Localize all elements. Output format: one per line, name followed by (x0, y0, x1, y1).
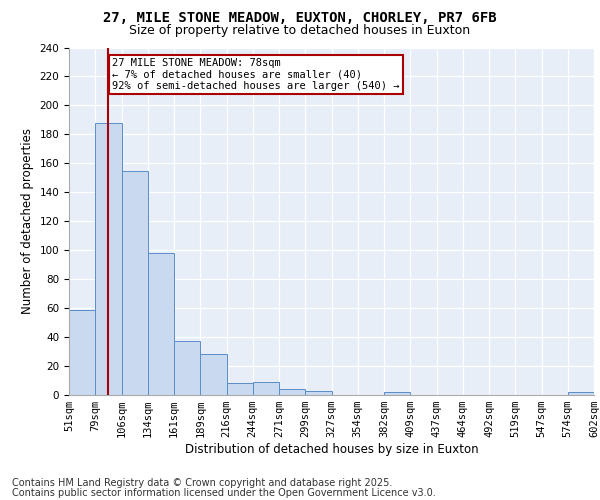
Bar (305, 390, 331, 395)
Text: 27, MILE STONE MEADOW, EUXTON, CHORLEY, PR7 6FB: 27, MILE STONE MEADOW, EUXTON, CHORLEY, … (103, 11, 497, 25)
Text: Contains public sector information licensed under the Open Government Licence v3: Contains public sector information licen… (12, 488, 436, 498)
Bar (200, 354, 227, 395)
Text: Size of property relative to detached houses in Euxton: Size of property relative to detached ho… (130, 24, 470, 37)
Bar (148, 253, 174, 395)
Bar (568, 392, 594, 395)
Bar (253, 382, 279, 395)
Bar (384, 392, 410, 395)
Bar (279, 389, 305, 395)
Bar (174, 342, 200, 395)
Text: Contains HM Land Registry data © Crown copyright and database right 2025.: Contains HM Land Registry data © Crown c… (12, 478, 392, 488)
Bar (227, 384, 253, 395)
Bar (69, 310, 95, 395)
Y-axis label: Number of detached properties: Number of detached properties (21, 128, 34, 314)
Text: 27 MILE STONE MEADOW: 78sqm
← 7% of detached houses are smaller (40)
92% of semi: 27 MILE STONE MEADOW: 78sqm ← 7% of deta… (112, 58, 400, 91)
Bar (95, 123, 121, 395)
X-axis label: Distribution of detached houses by size in Euxton: Distribution of detached houses by size … (185, 443, 478, 456)
Bar (121, 170, 148, 395)
